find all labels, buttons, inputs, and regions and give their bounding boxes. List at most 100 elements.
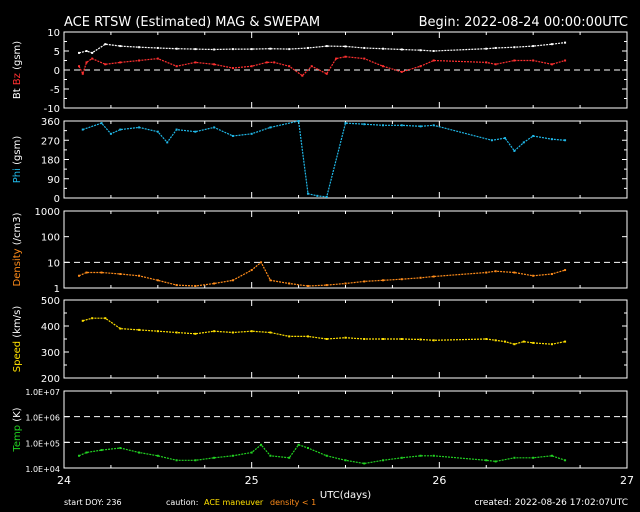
data-point: [119, 273, 122, 276]
data-point: [231, 134, 234, 137]
x-tick-label: 24: [57, 474, 71, 487]
data-point: [85, 50, 88, 52]
data-point: [382, 65, 385, 68]
y-tick-label: 270: [41, 136, 60, 147]
data-point: [382, 338, 385, 340]
data-point: [400, 124, 403, 127]
data-point: [306, 192, 309, 195]
data-point: [513, 59, 516, 62]
data-point: [532, 45, 535, 48]
data-point: [85, 61, 88, 64]
data-point: [260, 443, 263, 446]
panel-speed: 200 300 400 500 Speed (km/s): [12, 296, 628, 385]
caution-maneuver: ACE maneuver: [204, 498, 264, 507]
y-tick-label: 1.0E+05: [25, 439, 60, 448]
data-point: [532, 134, 535, 137]
data-point: [156, 330, 159, 333]
y-axis-label-part: Bz: [12, 73, 23, 88]
data-point: [432, 50, 435, 52]
data-point: [363, 462, 366, 465]
data-point: [564, 59, 567, 62]
data-point: [231, 279, 234, 282]
data-point: [325, 338, 328, 340]
panel-phi: 0 90 180 270 360 Phi (gsm): [12, 117, 628, 205]
y-tick-label: 1.0E+07: [25, 388, 60, 397]
data-point: [532, 341, 535, 344]
data-point: [100, 449, 103, 452]
data-point: [419, 65, 422, 68]
data-point: [269, 47, 272, 50]
panel-temp: 1.0E+04 1.0E+05 1.0E+06 1.0E+07 Temp (K) 24 25…: [12, 388, 634, 501]
data-point: [85, 271, 88, 274]
data-point: [325, 45, 328, 48]
data-point: [382, 279, 385, 282]
data-point: [78, 51, 81, 54]
data-point: [269, 279, 272, 282]
y-tick-label: 100: [41, 233, 60, 244]
data-point: [194, 459, 197, 462]
y-axis-label: Phi (gsm): [12, 136, 23, 184]
data-point: [138, 126, 141, 129]
y-tick-label: 10: [47, 258, 60, 269]
data-point: [104, 63, 107, 66]
data-point: [100, 122, 103, 125]
x-tick-label: 27: [620, 474, 634, 487]
data-point: [432, 124, 435, 127]
y-axis-label-part: Temp: [12, 425, 23, 453]
data-point: [513, 456, 516, 459]
y-tick-label: 500: [41, 296, 60, 307]
data-point: [325, 284, 328, 287]
data-point: [91, 51, 94, 54]
data-point: [250, 48, 253, 51]
data-point: [119, 61, 122, 64]
y-axis-label: Density (/cm3): [12, 212, 23, 286]
data-point: [400, 456, 403, 459]
data-point: [250, 132, 253, 135]
y-tick-label: 180: [41, 156, 60, 167]
data-point: [400, 48, 403, 51]
data-point: [78, 454, 81, 457]
data-point: [490, 139, 493, 142]
data-point: [419, 125, 422, 128]
data-point: [419, 454, 422, 457]
panel-bt-bz: -10 -5 0 5 10 Bt Bz (gsm): [12, 28, 628, 115]
data-point: [550, 63, 553, 66]
data-point: [344, 282, 347, 285]
data-point: [564, 41, 567, 44]
data-point: [494, 460, 497, 463]
data-point: [504, 137, 507, 140]
data-point: [306, 447, 309, 450]
data-point: [288, 48, 291, 51]
data-point: [522, 141, 525, 144]
data-point: [363, 123, 366, 126]
data-point: [297, 120, 300, 122]
data-point: [194, 332, 197, 335]
data-point: [532, 59, 535, 62]
data-point: [432, 454, 435, 457]
y-axis-label-part: (km/s): [12, 306, 23, 341]
data-point: [485, 47, 488, 50]
data-point: [138, 451, 141, 454]
y-axis-label-part: (gsm): [12, 136, 23, 168]
series-trace: [78, 261, 566, 287]
data-point: [564, 459, 567, 462]
panels: -10 -5 0 5 10 Bt Bz (gsm) 0 90 180 270 360 Phi (gsm…: [12, 28, 634, 501]
data-point: [325, 454, 328, 457]
data-point: [213, 330, 216, 333]
data-point: [306, 46, 309, 49]
data-point: [432, 59, 435, 62]
data-point: [513, 343, 516, 346]
y-tick-label: 0: [54, 194, 60, 205]
y-axis-label-part: Bt: [12, 88, 23, 99]
data-point: [522, 340, 525, 343]
panel-frame: [63, 210, 628, 289]
begin-time: Begin: 2022-08-24 00:00:00UTC: [419, 15, 628, 30]
y-tick-label: 300: [41, 348, 60, 359]
y-tick-label: 1.0E+06: [25, 414, 60, 423]
data-point: [138, 59, 141, 62]
data-point: [485, 459, 488, 462]
data-point: [156, 454, 159, 457]
data-point: [166, 141, 169, 144]
data-point: [419, 276, 422, 279]
data-point: [81, 128, 84, 131]
